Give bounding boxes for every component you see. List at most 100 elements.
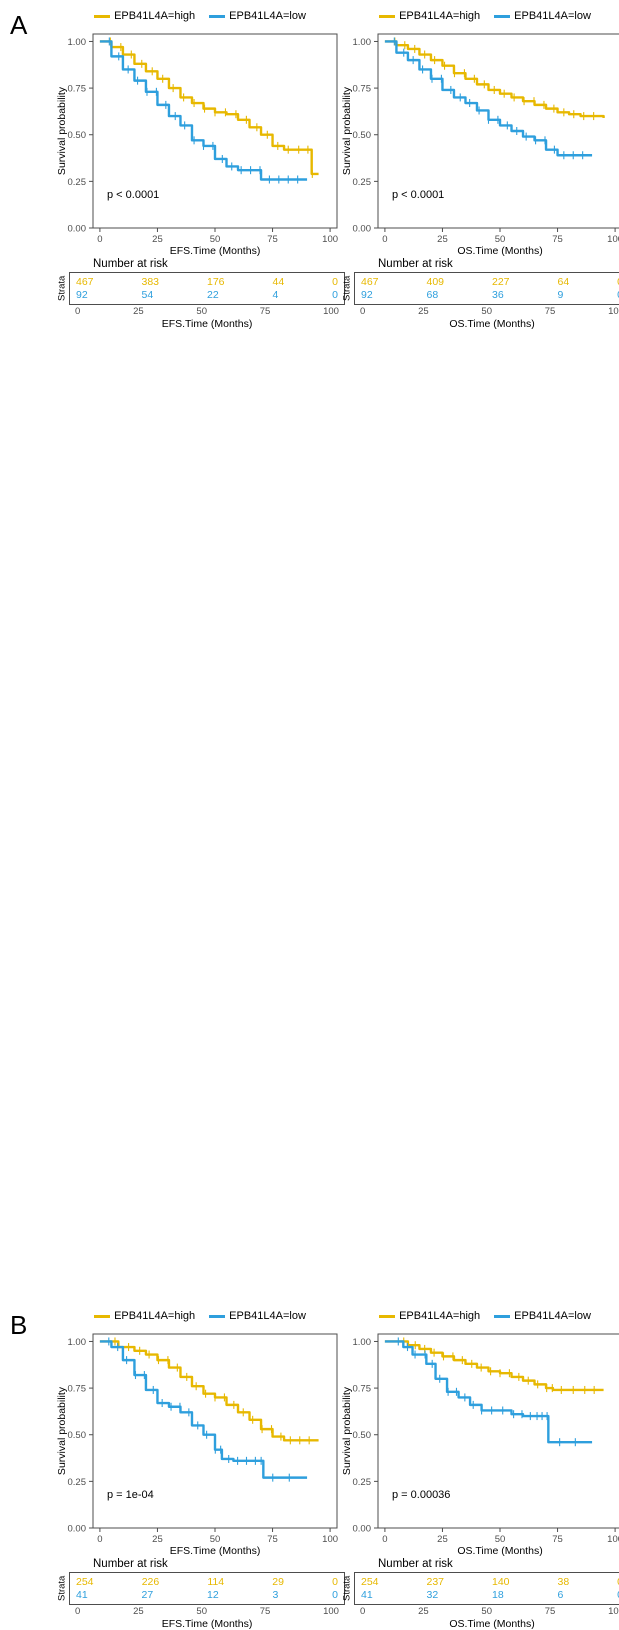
- legend-item-low: EPB41L4A=low: [494, 10, 591, 22]
- risk-strata-label: Strata: [340, 1572, 354, 1605]
- chart-legend: EPB41L4A=high EPB41L4A=low: [340, 10, 619, 22]
- svg-text:100: 100: [322, 1534, 338, 1545]
- y-axis-label: Survival probability: [56, 1386, 68, 1475]
- km-chart-os-panel-a: EPB41L4A=high EPB41L4A=low 0.00 0.25 0.50 0.7…: [340, 10, 619, 330]
- risk-row-high: 254 226 114 29 0: [76, 1576, 338, 1588]
- legend-label-low: EPB41L4A=low: [514, 10, 591, 22]
- svg-text:100: 100: [607, 234, 619, 245]
- svg-text:100: 100: [322, 234, 338, 245]
- legend-item-low: EPB41L4A=low: [209, 1310, 306, 1322]
- risk-table: Number at risk Strata 25423714038041321860…: [340, 1558, 619, 1630]
- legend-label-low: EPB41L4A=low: [229, 1310, 306, 1322]
- risk-strata-label: Strata: [55, 1572, 69, 1605]
- risk-table: Number at risk Strata 467 383 176 44 0 92 54 22 4 0…: [55, 258, 345, 330]
- km-chart-wrapper: EPB41L4A=high EPB41L4A=low 0.00 0.25 0.50 0.7…: [55, 1310, 345, 1630]
- svg-text:0.50: 0.50: [353, 1430, 372, 1441]
- km-chart-wrapper: EPB41L4A=high EPB41L4A=low 0.00 0.25 0.50 0.7…: [340, 10, 619, 330]
- legend-swatch-high: [379, 1315, 395, 1318]
- svg-text:0.75: 0.75: [353, 84, 372, 95]
- risk-xaxis-label: OS.Time (Months): [354, 318, 619, 330]
- risk-table-title: Number at risk: [93, 1558, 345, 1570]
- survival-figure: A EPB41L4A=high EPB41L4A=low 0.00 0.25 0.50 0…: [10, 10, 609, 868]
- risk-xaxis-label: OS.Time (Months): [354, 1618, 619, 1630]
- svg-text:0.75: 0.75: [353, 1384, 372, 1395]
- chart-legend: EPB41L4A=high EPB41L4A=low: [340, 1310, 619, 1322]
- svg-text:0.25: 0.25: [353, 177, 372, 188]
- km-plot-svg[interactable]: 0.00 0.25 0.50 0.75 1.00 0 25 50 75 100 OS.Time (M…: [340, 1326, 619, 1556]
- risk-table-title: Number at risk: [378, 1558, 619, 1570]
- km-curve-low: [385, 41, 592, 155]
- risk-xaxis-label: EFS.Time (Months): [69, 1618, 345, 1630]
- y-axis-label: Survival probability: [341, 1386, 353, 1475]
- legend-item-high: EPB41L4A=high: [94, 10, 195, 22]
- svg-text:0: 0: [97, 234, 102, 245]
- x-axis-label: EFS.Time (Months): [170, 245, 261, 256]
- legend-label-high: EPB41L4A=high: [114, 10, 195, 22]
- chart-legend: EPB41L4A=high EPB41L4A=low: [55, 10, 345, 22]
- svg-text:0.00: 0.00: [353, 1524, 372, 1535]
- risk-table-title: Number at risk: [93, 258, 345, 270]
- svg-text:75: 75: [267, 234, 278, 245]
- legend-swatch-high: [379, 15, 395, 18]
- svg-text:0: 0: [97, 1534, 102, 1545]
- risk-row-high: 254237140380: [361, 1576, 619, 1588]
- risk-row-low: 41 27 12 3 0: [76, 1589, 338, 1601]
- km-curve-low: [100, 41, 307, 179]
- svg-text:0.25: 0.25: [68, 1477, 87, 1488]
- svg-text:0.75: 0.75: [68, 1384, 87, 1395]
- svg-text:1.00: 1.00: [353, 1337, 372, 1348]
- legend-label-high: EPB41L4A=high: [399, 10, 480, 22]
- legend-item-low: EPB41L4A=low: [494, 1310, 591, 1322]
- risk-table: Number at risk Strata 46740922764092683690…: [340, 258, 619, 330]
- svg-text:50: 50: [495, 234, 506, 245]
- pvalue-text: p = 0.00036: [392, 1489, 450, 1501]
- km-plot-svg[interactable]: 0.00 0.25 0.50 0.75 1.00 0 25 50 75 100 EFS.Time (…: [55, 26, 345, 256]
- x-axis-label: OS.Time (Months): [457, 245, 542, 256]
- svg-text:0.00: 0.00: [68, 224, 87, 235]
- svg-text:0.00: 0.00: [353, 224, 372, 235]
- legend-swatch-low: [494, 1315, 510, 1318]
- km-plot-svg[interactable]: 0.00 0.25 0.50 0.75 1.00 0 25 50 75 100 OS.Time (M…: [340, 26, 619, 256]
- legend-item-high: EPB41L4A=high: [379, 1310, 480, 1322]
- km-curve-high: [385, 41, 604, 117]
- km-chart-wrapper: EPB41L4A=high EPB41L4A=low 0.00 0.25 0.50 0.7…: [340, 1310, 619, 1630]
- svg-text:0.50: 0.50: [68, 130, 87, 141]
- legend-swatch-high: [94, 1315, 110, 1318]
- km-plot-svg[interactable]: 0.00 0.25 0.50 0.75 1.00 0 25 50 75 100 EFS.Time (…: [55, 1326, 345, 1556]
- risk-row-high: 467409227640: [361, 276, 619, 288]
- x-axis-label: OS.Time (Months): [457, 1545, 542, 1556]
- km-chart-efs-panel-a: EPB41L4A=high EPB41L4A=low 0.00 0.25 0.50 0.7…: [55, 10, 345, 330]
- legend-label-high: EPB41L4A=high: [399, 1310, 480, 1322]
- svg-text:0.25: 0.25: [68, 177, 87, 188]
- svg-text:1.00: 1.00: [68, 1337, 87, 1348]
- y-axis-label: Survival probability: [56, 86, 68, 175]
- svg-text:100: 100: [607, 1534, 619, 1545]
- km-curve-high: [100, 1341, 319, 1440]
- legend-swatch-high: [94, 15, 110, 18]
- svg-text:50: 50: [210, 234, 221, 245]
- legend-item-low: EPB41L4A=low: [209, 10, 306, 22]
- svg-text:1.00: 1.00: [68, 37, 87, 48]
- km-chart-wrapper: EPB41L4A=high EPB41L4A=low 0.00 0.25 0.50 0.7…: [55, 10, 345, 330]
- risk-table: Number at risk Strata 254 226 114 29 0 41 27 12 3 0…: [55, 1558, 345, 1630]
- risk-strata-label: Strata: [340, 272, 354, 305]
- svg-text:0: 0: [382, 1534, 387, 1545]
- panel-label-b: B: [10, 1310, 27, 1341]
- svg-text:0.00: 0.00: [68, 1524, 87, 1535]
- km-curve-low: [100, 1341, 307, 1477]
- risk-row-high: 467 383 176 44 0: [76, 276, 338, 288]
- km-curve-high: [100, 41, 319, 173]
- km-chart-efs-panel-b: EPB41L4A=high EPB41L4A=low 0.00 0.25 0.50 0.7…: [55, 1310, 345, 1630]
- panel-label-a: A: [10, 10, 27, 41]
- legend-swatch-low: [209, 15, 225, 18]
- legend-label-low: EPB41L4A=low: [514, 1310, 591, 1322]
- legend-item-high: EPB41L4A=high: [379, 10, 480, 22]
- km-chart-os-panel-b: EPB41L4A=high EPB41L4A=low 0.00 0.25 0.50 0.7…: [340, 1310, 619, 1630]
- legend-swatch-low: [209, 1315, 225, 1318]
- svg-text:75: 75: [552, 234, 563, 245]
- svg-text:1.00: 1.00: [353, 37, 372, 48]
- svg-text:25: 25: [437, 1534, 448, 1545]
- svg-text:50: 50: [495, 1534, 506, 1545]
- svg-text:25: 25: [152, 234, 163, 245]
